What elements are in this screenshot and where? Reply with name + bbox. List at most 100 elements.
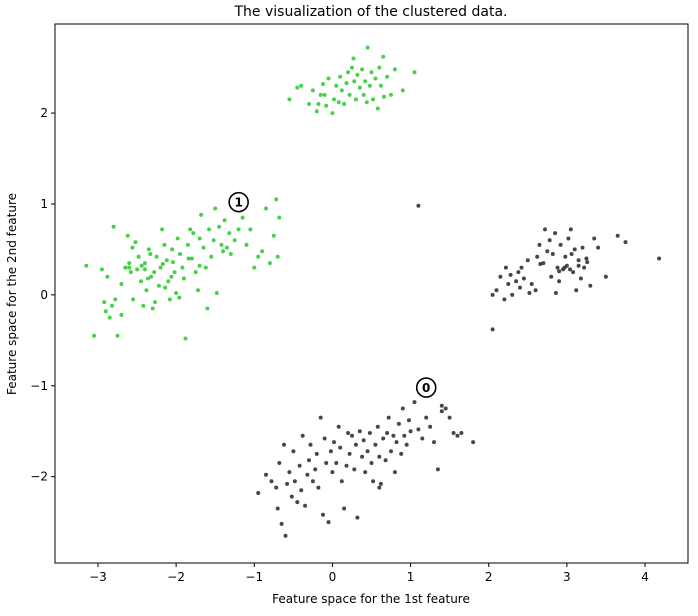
data-point-cluster-0 (400, 406, 405, 411)
data-point-cluster-0 (502, 297, 507, 302)
data-point-cluster-1 (205, 306, 210, 311)
data-point-cluster-0 (576, 263, 581, 268)
data-point-cluster-0 (394, 440, 399, 445)
data-point-cluster-1 (274, 197, 279, 202)
data-point-cluster-1 (339, 88, 344, 93)
data-point-cluster-0 (443, 406, 448, 411)
data-point-cluster-0 (459, 431, 464, 435)
data-point-cluster-1 (142, 261, 147, 266)
data-point-cluster-0 (346, 431, 351, 435)
data-point-cluster-0 (318, 415, 323, 420)
data-point-cluster-1 (336, 100, 341, 105)
data-point-cluster-0 (292, 479, 297, 484)
data-point-cluster-1 (189, 256, 194, 261)
x-axis: −3 −2 −1 0 1 2 3 4 (89, 563, 649, 584)
data-point-cluster-0 (569, 252, 574, 256)
data-point-cluster-0 (538, 262, 543, 266)
data-point-cluster-0 (342, 506, 347, 511)
data-point-cluster-1 (375, 106, 380, 111)
data-point-cluster-1 (271, 233, 276, 238)
data-point-cluster-0 (416, 427, 421, 432)
data-point-cluster-0 (408, 429, 413, 434)
data-point-cluster-1 (152, 270, 157, 275)
data-point-cluster-0 (357, 429, 362, 434)
data-point-cluster-0 (432, 440, 436, 445)
data-point-cluster-1 (342, 102, 347, 106)
data-point-cluster-1 (347, 92, 352, 97)
data-point-cluster-1 (221, 249, 225, 254)
data-point-cluster-1 (139, 279, 143, 284)
data-point-cluster-1 (110, 303, 114, 308)
data-point-cluster-0 (277, 461, 282, 465)
data-point-cluster-1 (196, 288, 200, 293)
y-axis-label: Feature space for the 2nd feature (5, 193, 19, 395)
data-point-cluster-0 (363, 470, 368, 475)
data-point-cluster-1 (160, 227, 165, 232)
data-point-cluster-0 (582, 265, 587, 270)
y-axis: −2 −1 0 1 2 (30, 106, 55, 484)
data-point-cluster-0 (279, 521, 284, 526)
data-point-cluster-1 (213, 206, 218, 211)
data-point-cluster-1 (141, 303, 146, 308)
data-point-cluster-1 (207, 227, 211, 232)
x-tick-label: 3 (563, 570, 571, 584)
data-point-cluster-0 (571, 270, 576, 275)
data-point-cluster-0 (615, 233, 620, 238)
data-point-cluster-1 (316, 102, 321, 106)
data-point-cluster-0 (549, 274, 554, 279)
data-point-cluster-0 (471, 440, 476, 445)
data-point-cluster-1 (144, 288, 149, 293)
x-axis-label: Feature space for the 1st feature (272, 592, 470, 606)
data-point-cluster-1 (350, 65, 354, 70)
data-point-cluster-0 (555, 265, 560, 270)
data-point-cluster-0 (439, 409, 444, 414)
data-point-cluster-1 (185, 242, 190, 247)
data-point-cluster-1 (166, 279, 171, 284)
data-point-cluster-0 (402, 433, 407, 438)
data-point-cluster-1 (236, 227, 241, 232)
data-point-cluster-1 (321, 82, 325, 86)
data-point-cluster-1 (92, 333, 97, 338)
data-point-cluster-0 (324, 461, 329, 465)
data-point-cluster-1 (381, 54, 386, 59)
data-point-cluster-1 (103, 309, 108, 314)
x-tick-label: −3 (89, 570, 107, 584)
data-point-cluster-1 (332, 97, 336, 102)
data-point-cluster-0 (494, 288, 499, 293)
data-point-cluster-1 (346, 70, 351, 75)
data-point-cluster-0 (338, 445, 343, 450)
data-point-cluster-1 (139, 263, 144, 268)
data-point-cluster-1 (84, 263, 89, 268)
data-point-cluster-0 (490, 292, 495, 297)
data-point-cluster-0 (557, 279, 562, 284)
data-point-cluster-0 (566, 236, 571, 241)
data-point-cluster-1 (199, 212, 204, 217)
data-point-cluster-0 (580, 245, 585, 250)
data-point-cluster-0 (352, 467, 357, 472)
chart-title: The visualization of the clustered data. (234, 4, 508, 20)
data-point-cluster-1 (197, 263, 202, 268)
y-tick-label: 2 (40, 106, 48, 120)
data-point-cluster-0 (424, 415, 429, 420)
data-point-cluster-0 (541, 261, 546, 266)
data-point-cluster-0 (503, 265, 508, 270)
y-tick-label: 0 (40, 288, 48, 302)
data-point-cluster-0 (336, 424, 341, 429)
data-point-cluster-0 (300, 433, 305, 438)
data-point-cluster-1 (130, 245, 135, 250)
data-point-cluster-0 (553, 231, 558, 236)
data-point-cluster-1 (111, 224, 116, 229)
data-point-cluster-1 (228, 252, 233, 256)
data-point-cluster-1 (175, 236, 180, 241)
data-point-cluster-1 (357, 85, 362, 90)
data-point-cluster-0 (498, 274, 503, 279)
data-point-cluster-0 (407, 418, 411, 423)
data-point-cluster-1 (217, 224, 222, 229)
data-point-cluster-0 (378, 481, 383, 486)
data-point-cluster-1 (365, 45, 370, 50)
data-point-cluster-1 (153, 300, 157, 305)
data-point-cluster-0 (264, 472, 268, 477)
data-point-cluster-1 (171, 260, 175, 265)
data-point-cluster-0 (435, 467, 440, 472)
